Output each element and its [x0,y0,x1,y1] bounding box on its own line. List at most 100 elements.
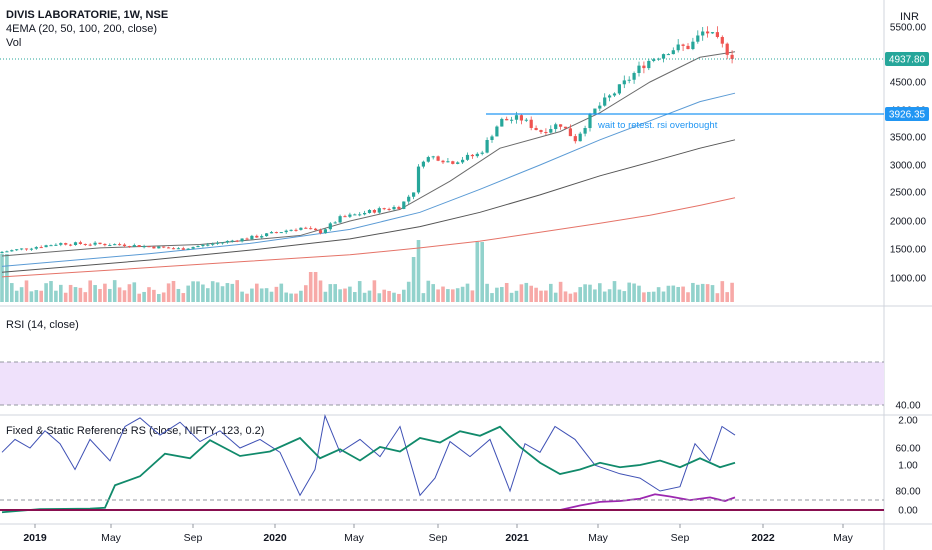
volume-bar [353,292,357,302]
volume-bar [93,285,97,302]
candle [211,243,215,245]
candle [73,242,78,246]
volume-bar [83,292,88,302]
volume-bar [661,291,666,302]
candle [225,240,229,243]
volume-bar [519,284,524,302]
x-tick-label: Sep [184,532,203,544]
volume-bar [583,284,587,302]
volume-bar [103,283,107,302]
candle [583,128,587,134]
candle [142,246,146,248]
retest-annotation[interactable]: wait to retest. rsi overbought [597,120,718,131]
volume-bar [715,293,720,302]
y-tick-label: 1.00 [898,461,918,472]
volume-bar [656,287,661,302]
level-price-value: 3926.35 [889,110,926,121]
candle [294,229,298,231]
candle [544,132,548,134]
candle [632,72,636,80]
candle [358,214,362,216]
volume-bar [73,287,78,302]
rsi-legend: RSI (14, close) [6,319,79,331]
volume-bar [274,286,279,302]
symbol-title: DIVIS LABORATORIE, 1W, NSE [6,9,169,21]
candle [465,154,470,160]
last-price-badge [885,52,929,66]
candle [289,229,293,231]
candle [431,156,435,158]
last-price-value: 4937.80 [889,55,926,66]
candle [323,229,327,234]
candle [436,156,440,161]
candle [676,44,680,51]
volume-bar [686,292,690,302]
y-tick-label: 0.00 [898,506,918,517]
volume-bar [455,288,460,302]
candle [39,247,43,249]
candle [171,248,176,250]
volume-bar [230,283,235,302]
volume-bar [117,287,122,302]
volume-bar [255,283,259,302]
volume-bar [578,287,582,302]
volume-bar [152,289,156,302]
ema200-line [1,197,736,278]
candle [446,161,450,163]
volume-bar [49,281,53,302]
price-legend: DIVIS LABORATORIE, 1W, NSE 4EMA (20, 50,… [6,8,168,50]
volume-bar [362,292,367,302]
volume-bar [348,286,352,302]
candle [196,246,200,248]
volume-bar [568,293,573,302]
candle [348,214,352,217]
volume-bar [382,289,386,302]
y-tick-label: 5500.00 [890,23,927,34]
candle [387,208,391,210]
candle [627,79,631,81]
candle [402,201,406,209]
volume-bar [14,290,19,302]
candle [598,105,602,109]
y-tick-label: 1500.00 [890,245,927,256]
candle [534,127,538,131]
candle [421,161,425,167]
volume-bar [157,293,161,302]
volume-bar [367,290,372,302]
candle [318,230,323,234]
volume-bar [696,284,700,302]
y-tick-label: 4500.00 [890,78,927,89]
volume-bar [372,280,377,302]
y-tick-label: 2000.00 [890,217,927,228]
volume-bar [470,290,475,302]
candle [720,36,724,44]
volume-bar [39,290,43,302]
volume-bar [88,280,92,302]
volume-bar [112,280,117,302]
candle [333,222,337,224]
candle [495,126,499,137]
volume-bar [490,293,494,302]
rs-legend: Fixed & Static Reference RS (close, NIFT… [6,425,265,437]
volume-bar [647,291,651,302]
volume-bar [10,283,14,302]
x-tick-label: May [344,532,365,544]
candle [279,232,283,234]
y-tick-label: 60.00 [895,444,920,455]
rs-static-line [559,493,736,511]
volume-bar [411,257,416,302]
candle [671,50,675,55]
candle [240,238,244,242]
candle [230,240,234,242]
volume-bar [514,290,519,302]
volume-bar [245,293,249,302]
candle [24,248,29,250]
candle [20,248,24,250]
candle [250,235,254,240]
candle [696,35,700,42]
y-tick-label: 3000.00 [890,161,927,172]
candle [34,247,38,249]
candle [260,236,264,238]
vol-legend: Vol [6,37,22,49]
